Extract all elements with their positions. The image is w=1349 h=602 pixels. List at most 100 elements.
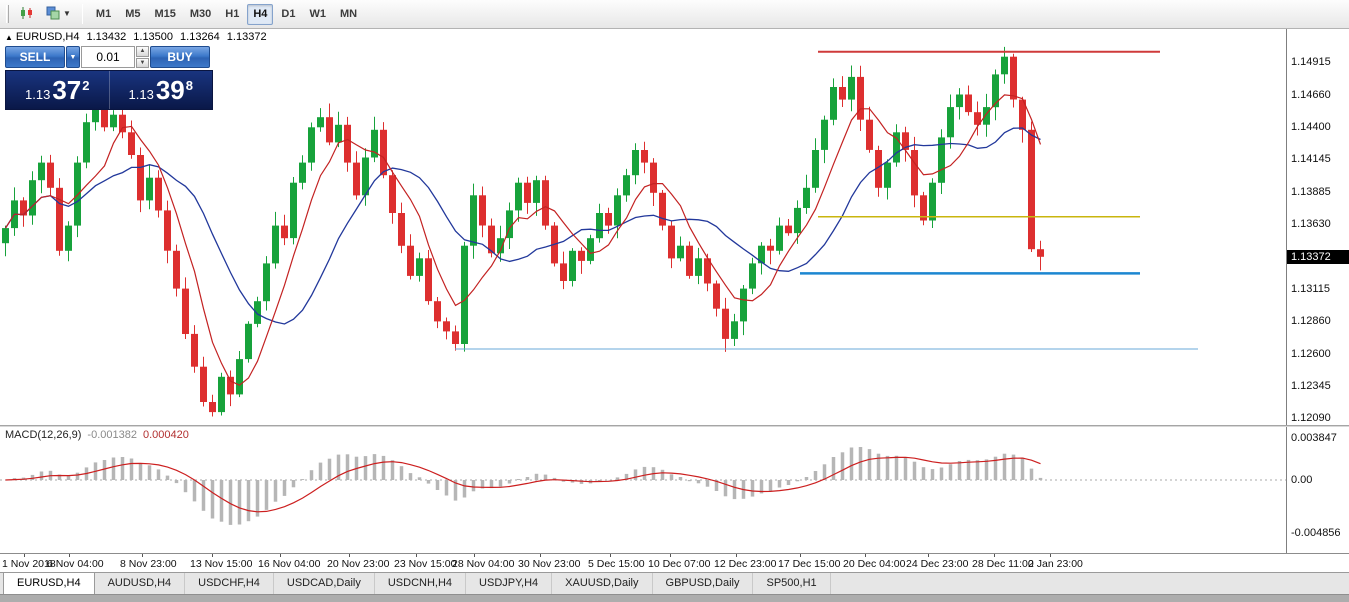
chart-title: ▲ EURUSD,H4 1.13432 1.13500 1.13264 1.13372: [5, 31, 274, 43]
time-axis-label: 16 Nov 04:00: [258, 558, 321, 570]
price-axis-label: 1.14660: [1291, 88, 1331, 101]
toolbar-grip: [6, 5, 9, 23]
sell-button[interactable]: SELL: [5, 46, 65, 68]
time-axis-label: 20 Nov 23:00: [327, 558, 390, 570]
chart-symbol: EURUSD,H4: [15, 31, 80, 43]
buy-price-prefix: 1.13: [128, 87, 154, 102]
macd-axis-label: -0.004856: [1291, 527, 1341, 540]
sell-price-main: 37: [52, 75, 82, 105]
macd-axis[interactable]: 0.003847 0.00 -0.004856: [1286, 427, 1349, 553]
buy-price: 1.13 39 8: [110, 71, 213, 109]
time-axis-label: 17 Dec 15:00: [778, 558, 841, 570]
time-axis-tick: [1050, 554, 1051, 557]
tab-sp500-h1[interactable]: SP500,H1: [753, 573, 831, 594]
time-axis-label: 13 Nov 15:00: [190, 558, 253, 570]
time-axis[interactable]: 1 Nov 2018 6 Nov 04:00 8 Nov 23:00 13 Nov 1…: [0, 553, 1349, 572]
time-axis-label: 28 Dec 11:00: [972, 558, 1034, 570]
tab-usdchf-h4[interactable]: USDCHF,H4: [185, 573, 274, 594]
buy-button[interactable]: BUY: [150, 46, 210, 68]
ohlc-open: 1.13432: [86, 31, 127, 43]
price-axis-label: 1.12600: [1291, 348, 1331, 361]
chart-tools-icon: [45, 5, 61, 24]
timeframe-group: M1 M5 M15 M30 H1 H4 D1 W1 MN: [89, 3, 364, 25]
macd-axis-label: 0.00: [1291, 474, 1313, 486]
chart-tools-button[interactable]: ▼: [41, 3, 75, 25]
timeframe-button-m15[interactable]: M15: [148, 4, 181, 25]
sell-options-button[interactable]: ▼: [66, 46, 80, 68]
sell-price-pip: 2: [82, 78, 90, 93]
one-click-trading-panel: SELL ▼ ▲ ▼ BUY 1.13 37 2 1.13 39: [5, 46, 213, 110]
macd-panel: MACD(12,26,9) -0.001382 0.000420 0.003847 0…: [0, 427, 1349, 553]
tab-usdjpy-h4[interactable]: USDJPY,H4: [466, 573, 553, 594]
macd-svg[interactable]: [0, 427, 1286, 553]
time-axis-label: 24 Dec 23:00: [906, 558, 969, 570]
timeframe-button-w1[interactable]: W1: [303, 4, 332, 25]
timeframe-button-h1[interactable]: H1: [219, 4, 245, 25]
macd-signal-value: 0.000420: [142, 429, 189, 441]
time-axis-tick: [865, 554, 866, 557]
symbol-tab-bar: EURUSD,H4 AUDUSD,H4 USDCHF,H4 USDCAD,Daily U…: [0, 572, 1349, 594]
current-price-tag: 1.13372: [1287, 249, 1349, 264]
timeframe-button-d1[interactable]: D1: [275, 4, 301, 25]
volume-input[interactable]: [81, 46, 135, 68]
price-axis-label: 1.14145: [1291, 153, 1331, 166]
price-axis-label: 1.13115: [1291, 283, 1330, 296]
chart-panel: ▲ EURUSD,H4 1.13432 1.13500 1.13264 1.13372 S…: [0, 29, 1349, 425]
time-axis-label: 10 Dec 07:00: [648, 558, 711, 570]
time-axis-tick: [24, 554, 25, 557]
timeframe-button-m30[interactable]: M30: [184, 4, 217, 25]
timeframe-button-m5[interactable]: M5: [119, 4, 146, 25]
window-bottom-edge: [0, 594, 1349, 602]
volume-decrease-button[interactable]: ▼: [136, 57, 149, 68]
chart-type-button[interactable]: [15, 3, 39, 25]
macd-histogram: [12, 447, 1043, 525]
time-axis-label: 8 Nov 23:00: [120, 558, 177, 570]
buy-price-pip: 8: [185, 78, 193, 93]
ohlc-close: 1.13372: [226, 31, 267, 43]
time-axis-label: 23 Nov 15:00: [394, 558, 457, 570]
price-axis-label: 1.12345: [1291, 380, 1331, 393]
time-axis-label: 12 Dec 23:00: [714, 558, 777, 570]
time-axis-label: 6 Nov 04:00: [47, 558, 104, 570]
volume-increase-button[interactable]: ▲: [136, 46, 149, 57]
time-axis-tick: [670, 554, 671, 557]
time-axis-tick: [416, 554, 417, 557]
ma-fast-line: [4, 94, 1042, 386]
quote-divider: [108, 71, 110, 109]
sell-price: 1.13 37 2: [6, 71, 109, 109]
dropdown-caret-icon: ▼: [63, 9, 71, 18]
timeframe-button-mn[interactable]: MN: [334, 4, 363, 25]
time-axis-tick: [349, 554, 350, 557]
tab-usdcnh-h4[interactable]: USDCNH,H4: [375, 573, 467, 594]
candles-layer: [2, 46, 1044, 417]
macd-label: MACD(12,26,9) -0.001382 0.000420: [5, 429, 189, 441]
price-axis[interactable]: 1.13372 1.14915 1.14660 1.14400 1.14145 1.13…: [1286, 29, 1349, 425]
macd-signal-line: [5, 456, 1041, 513]
tab-gbpusd-daily[interactable]: GBPUSD,Daily: [653, 573, 754, 594]
price-axis-label: 1.13885: [1291, 186, 1331, 199]
macd-name: MACD(12,26,9): [5, 429, 82, 441]
sell-price-prefix: 1.13: [25, 87, 51, 102]
main-chart-svg[interactable]: [0, 29, 1286, 425]
tab-audusd-h4[interactable]: AUDUSD,H4: [95, 573, 186, 594]
macd-axis-label: 0.003847: [1291, 431, 1337, 444]
top-toolbar: ▼ M1 M5 M15 M30 H1 H4 D1 W1 MN: [0, 0, 1349, 29]
panel-separator: [0, 425, 1349, 427]
ma-slow-line: [4, 127, 1041, 325]
tab-eurusd-h4[interactable]: EURUSD,H4: [3, 573, 95, 594]
tab-usdcad-daily[interactable]: USDCAD,Daily: [274, 573, 375, 594]
price-axis-label: 1.13630: [1291, 218, 1331, 231]
price-axis-label: 1.14915: [1291, 56, 1331, 69]
time-axis-tick: [994, 554, 995, 557]
time-axis-tick: [540, 554, 541, 557]
tab-xauusd-daily[interactable]: XAUUSD,Daily: [552, 573, 653, 594]
time-axis-label: 30 Nov 23:00: [518, 558, 581, 570]
time-axis-label: 5 Dec 15:00: [588, 558, 645, 570]
time-axis-tick: [736, 554, 737, 557]
time-axis-label: 20 Dec 04:00: [843, 558, 906, 570]
timeframe-button-m1[interactable]: M1: [90, 4, 117, 25]
timeframe-button-h4[interactable]: H4: [247, 3, 274, 25]
time-axis-tick: [928, 554, 929, 557]
candlestick-chart-icon: [19, 5, 35, 24]
